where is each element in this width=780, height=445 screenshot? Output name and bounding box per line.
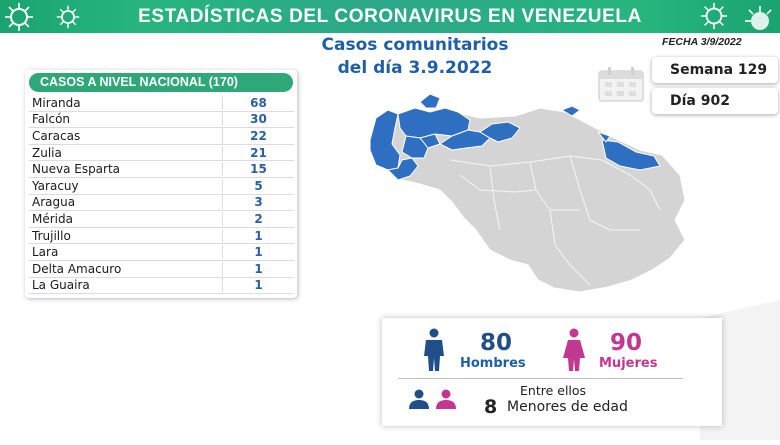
men-count: 80 <box>480 330 513 356</box>
state-cases: 1 <box>222 261 294 276</box>
state-name: Trujillo <box>29 228 222 243</box>
virus-icon <box>56 5 80 29</box>
virus-icon <box>745 6 772 30</box>
minors-intro: Entre ellos <box>520 383 587 398</box>
table-row: Mérida 2 <box>29 211 294 228</box>
table-header: CASOS A NIVEL NACIONAL (170) <box>29 73 293 92</box>
women-label: Mujeres <box>599 356 658 371</box>
state-name: Zulia <box>29 145 222 160</box>
children-icon <box>409 389 456 409</box>
day-counter: Día 902 <box>652 88 778 114</box>
table-row: Yaracuy 5 <box>29 178 294 195</box>
map-nueva-esparta <box>561 105 581 117</box>
table-row: Nueva Esparta 15 <box>29 161 294 178</box>
table-row: Caracas 22 <box>29 128 294 145</box>
state-cases: 1 <box>222 245 294 260</box>
map-lara <box>401 135 429 159</box>
state-cases: 15 <box>222 162 294 177</box>
map-caracas-miranda <box>479 121 521 143</box>
table-row: Trujillo 1 <box>29 228 294 245</box>
state-cases: 30 <box>222 112 294 127</box>
title-line-1: Casos comunitarios <box>321 35 509 55</box>
state-cases: 5 <box>222 178 294 193</box>
table-row: Zulia 21 <box>29 145 294 162</box>
map-trujillo-merida <box>387 157 419 181</box>
title-line-2: del día 3.9.2022 <box>337 58 493 78</box>
header-banner <box>0 0 780 33</box>
table-rows: Miranda 68 Falcón 30 Caracas 22 Zulia 21 Nue… <box>29 95 294 295</box>
state-cases: 3 <box>222 195 294 210</box>
state-cases: 1 <box>222 228 294 243</box>
state-cases: 1 <box>222 278 294 293</box>
map-delta-amacuro <box>601 139 661 171</box>
table-row: Miranda 68 <box>29 95 294 112</box>
cases-table: CASOS A NIVEL NACIONAL (170) Miranda 68 F… <box>25 70 297 298</box>
table-row: Delta Amacuro 1 <box>29 261 294 278</box>
table-row: Falcón 30 <box>29 112 294 129</box>
state-name: Miranda <box>29 95 222 110</box>
week-counter: Semana 129 <box>652 57 778 83</box>
state-name: Aragua <box>29 195 222 210</box>
state-name: Caracas <box>29 128 222 143</box>
state-name: Lara <box>29 245 222 260</box>
man-icon <box>424 328 444 371</box>
map-sucre-fragment <box>597 131 611 143</box>
report-date: FECHA 3/9/2022 <box>662 36 742 48</box>
women-count: 90 <box>610 330 643 356</box>
virus-icon <box>700 2 728 30</box>
woman-icon <box>563 328 585 371</box>
state-name: Nueva Esparta <box>29 162 222 177</box>
venezuela-map <box>369 93 686 293</box>
state-name: Yaracuy <box>29 178 222 193</box>
virus-icon <box>5 3 33 31</box>
table-row: Aragua 3 <box>29 195 294 212</box>
minors-label: Menores de edad <box>507 399 628 415</box>
state-name: Delta Amacuro <box>29 261 222 276</box>
men-label: Hombres <box>460 356 526 371</box>
calendar-icon <box>598 67 644 102</box>
table-row: Lara 1 <box>29 244 294 261</box>
state-name: Mérida <box>29 211 222 226</box>
map-zulia <box>369 109 401 171</box>
minors-count: 8 <box>484 396 498 418</box>
map-falcon-peninsula <box>419 93 441 109</box>
state-cases: 2 <box>222 211 294 226</box>
state-cases: 21 <box>222 145 294 160</box>
state-name: La Guaira <box>29 278 222 293</box>
banner-title: ESTADÍSTICAS DEL CORONAVIRUS EN VENEZUEL… <box>138 6 642 27</box>
stats-divider <box>398 378 683 379</box>
state-cases: 22 <box>222 128 294 143</box>
state-name: Falcón <box>29 112 222 127</box>
page-title: Casos comunitarios del día 3.9.2022 <box>290 34 540 80</box>
state-cases: 68 <box>222 95 294 110</box>
table-row: La Guaira 1 <box>29 278 294 295</box>
